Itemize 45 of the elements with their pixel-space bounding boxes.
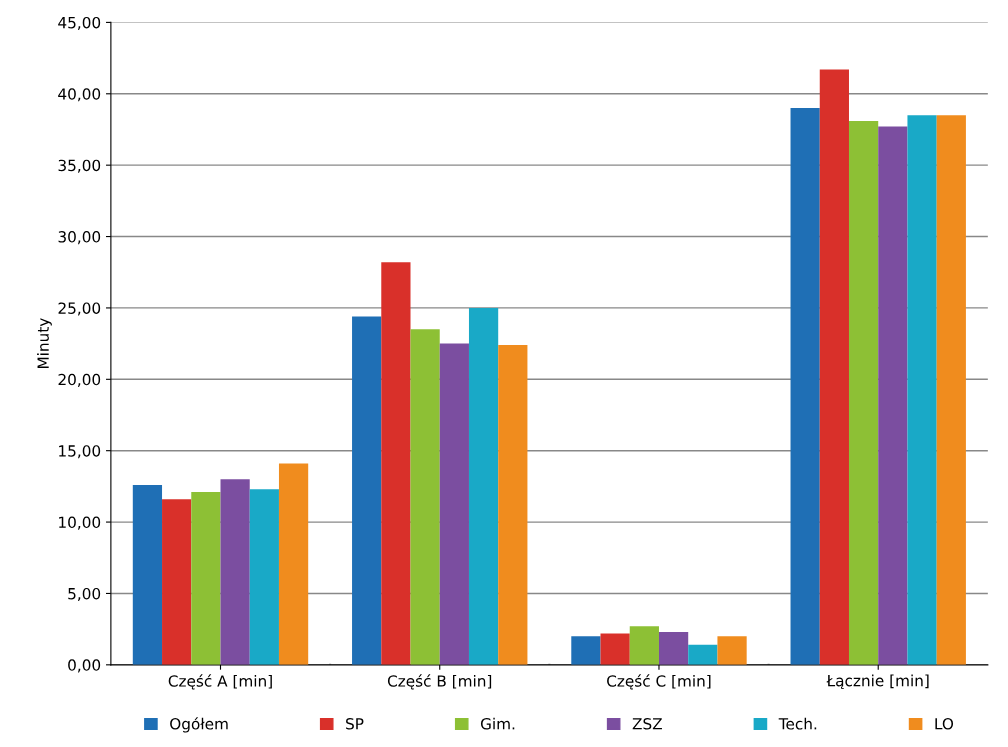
bar <box>410 329 440 665</box>
legend-label: Ogółem <box>170 717 228 733</box>
bar <box>629 626 659 665</box>
legend-label: LO <box>935 718 954 730</box>
y-tick-label: 35,00 <box>58 159 101 173</box>
bar <box>658 632 689 665</box>
y-tick-label: 40,00 <box>58 88 101 102</box>
bar <box>790 108 820 665</box>
legend-label: ZSZ <box>632 718 662 730</box>
bar <box>352 316 382 665</box>
bar <box>688 644 718 665</box>
y-tick-label: 20,00 <box>58 373 101 387</box>
y-tick-label: 0,00 <box>68 659 101 673</box>
bar <box>600 633 630 665</box>
y-tick-label: 30,00 <box>58 231 101 245</box>
x-tick-label: Łącznie [min] <box>826 674 929 690</box>
y-tick-label: 5,00 <box>68 587 101 602</box>
bar <box>848 120 879 665</box>
bar <box>717 636 747 665</box>
bar <box>878 126 908 665</box>
bar <box>278 463 309 665</box>
bar <box>162 499 192 665</box>
y-tick-label: 45,00 <box>58 16 101 30</box>
bar <box>132 484 163 665</box>
bar <box>191 492 221 665</box>
legend-label: Gim. <box>480 717 515 730</box>
bar <box>220 479 250 665</box>
bar <box>249 489 279 665</box>
bar <box>439 343 469 665</box>
bar <box>381 262 411 665</box>
bar <box>571 636 601 665</box>
x-tick-label: Część C [min] <box>607 674 711 690</box>
bar <box>468 307 499 665</box>
y-axis-title: Minuty <box>37 318 52 369</box>
bar <box>907 115 937 665</box>
legend-label: Tech. <box>778 717 817 730</box>
legend-label: SP <box>346 718 364 730</box>
y-tick-label: 15,00 <box>59 445 101 459</box>
y-tick-label: 25,00 <box>58 302 101 316</box>
y-tick-label: 10,00 <box>59 516 101 530</box>
x-tick-label: Część B [min] <box>387 674 492 690</box>
bar <box>936 115 966 665</box>
bar <box>819 69 849 665</box>
x-tick-label: Część A [min] <box>168 674 272 690</box>
bar <box>498 345 528 665</box>
